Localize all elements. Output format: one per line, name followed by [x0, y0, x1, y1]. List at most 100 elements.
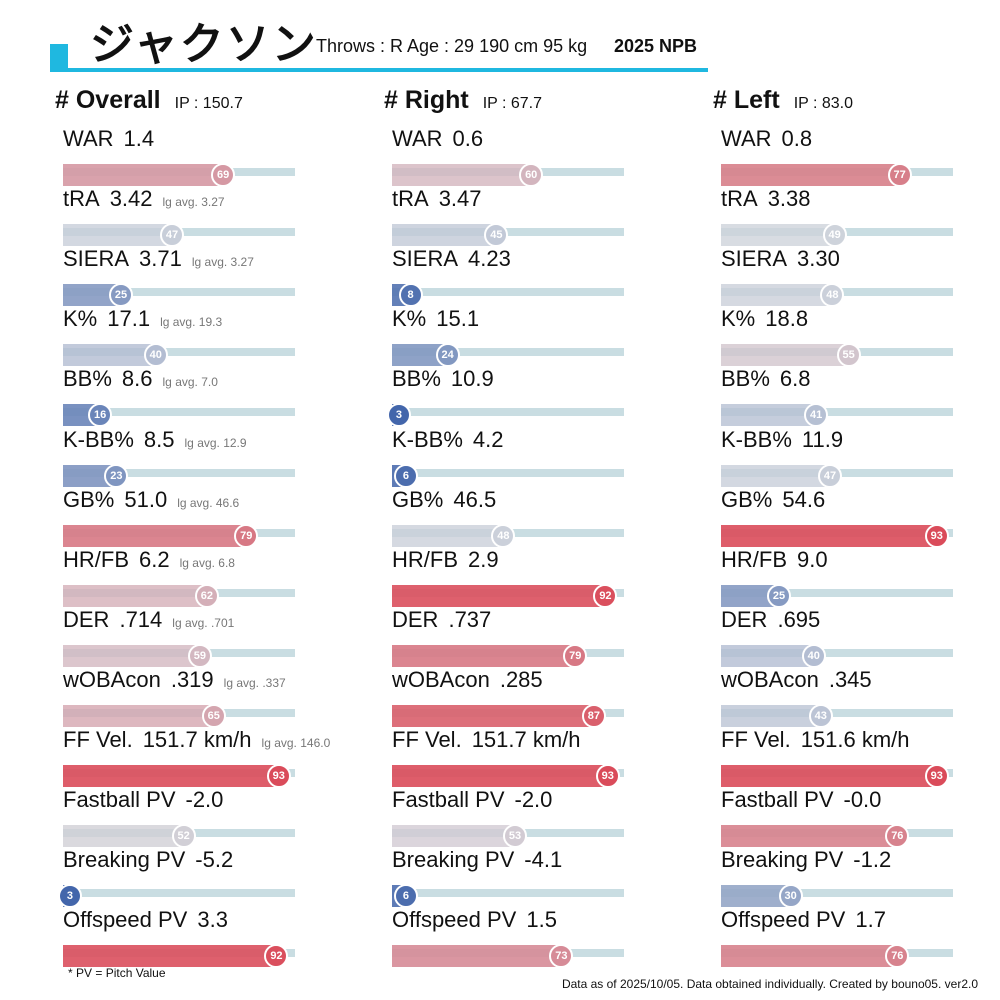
percentile-marker: 25 [109, 283, 133, 308]
percentile-marker: 47 [818, 463, 843, 488]
stat-label: tRA 3.38 [721, 186, 811, 212]
stat-name: DER [63, 606, 110, 632]
stat-name: K% [721, 306, 756, 332]
stat-name: BB% [721, 366, 770, 392]
percentile-marker: 79 [563, 643, 588, 668]
percentile-bar [392, 945, 562, 968]
percentile-bar [63, 464, 117, 487]
stat-value: 1.5 [526, 907, 557, 933]
percentile-track: 49 [721, 223, 953, 248]
stat-value: 1.7 [855, 907, 886, 933]
stat-label: Offspeed PV 1.5 [392, 907, 557, 933]
stat-row: K% 15.1 24 [392, 306, 682, 368]
percentile-track: 48 [392, 523, 624, 548]
stat-value: -1.2 [853, 847, 892, 873]
percentile-track: 25 [63, 283, 295, 308]
stat-row: WAR 0.6 60 [392, 126, 682, 187]
percentile-marker: 53 [502, 824, 527, 849]
stat-label: K-BB% 8.5 lg avg. 12.9 [63, 427, 247, 453]
stat-row: tRA 3.42 lg avg. 3.27 47 [63, 186, 353, 248]
stat-value: .345 [828, 666, 872, 692]
percentile-track: 79 [63, 523, 295, 548]
stat-row: HR/FB 9.0 25 [721, 546, 1000, 608]
percentile-bar [63, 945, 277, 968]
percentile-marker: 47 [160, 223, 185, 248]
league-average: lg avg. 6.8 [179, 555, 235, 570]
percentile-track: 73 [392, 944, 624, 969]
stat-name: Offspeed PV [721, 907, 846, 933]
percentile-bar [721, 765, 937, 787]
percentile-marker: 3 [57, 884, 82, 909]
percentile-track: 3 [57, 884, 295, 909]
stat-name: K-BB% [392, 426, 463, 452]
league-average: lg avg. 46.6 [177, 495, 240, 510]
stat-value: 151.7 km/h [471, 727, 581, 752]
stat-row: Breaking PV -5.2 3 [57, 847, 353, 909]
season-label: 2025 NPB [614, 36, 698, 56]
stat-name: HR/FB [392, 546, 458, 572]
percentile-marker: 24 [435, 343, 460, 368]
track-background [63, 288, 295, 297]
league-average: lg avg. 146.0 [261, 736, 331, 750]
stat-value: 10.9 [450, 366, 494, 392]
stat-column: # Overall IP : 150.7 WAR 1.4 69 tRA 3.42 lg avg… [55, 86, 355, 969]
percentile-bar [63, 284, 121, 307]
percentile-track: 76 [721, 944, 953, 969]
stat-row: tRA 3.38 49 [721, 186, 1000, 248]
stat-row: FF Vel. 151.6 km/h 93 [721, 727, 1000, 788]
percentile-bar [63, 765, 279, 787]
stat-label: tRA 3.47 [392, 186, 482, 212]
stat-value: 51.0 [124, 486, 168, 512]
stat-value: -5.2 [195, 847, 234, 873]
percentile-bar [721, 524, 937, 547]
track-background [392, 348, 624, 357]
player-name: ジャクソン [90, 20, 318, 69]
league-average: lg avg. 3.27 [191, 255, 254, 270]
stat-label: BB% 10.9 [392, 366, 494, 392]
percentile-track: 93 [721, 523, 953, 548]
stat-label: wOBAcon .285 [392, 667, 543, 693]
percentile-track: 3 [386, 403, 624, 428]
percentile-track: 92 [392, 583, 624, 608]
stat-row: Offspeed PV 1.5 73 [392, 907, 682, 969]
stat-name: Offspeed PV [63, 907, 188, 933]
stat-value: 6.8 [779, 366, 811, 392]
track-background [721, 889, 953, 898]
header-underline [50, 68, 708, 72]
percentile-marker: 92 [593, 583, 618, 608]
stat-row: WAR 0.8 77 [721, 126, 1000, 187]
innings-pitched: IP : 83.0 [793, 95, 853, 112]
percentile-bar [392, 164, 532, 186]
stat-name: wOBAcon [63, 666, 161, 692]
stat-value: 9.0 [797, 546, 828, 572]
track-background [392, 228, 624, 237]
stat-name: WAR [63, 126, 114, 151]
stat-column: # Right IP : 67.7 WAR 0.6 60 tRA 3.47 45 SIERA 4.… [384, 86, 684, 969]
percentile-bar [721, 404, 817, 427]
stat-row: BB% 6.8 41 [721, 366, 1000, 428]
percentile-track: 79 [392, 643, 624, 668]
stat-label: Breaking PV -4.1 [392, 847, 562, 873]
stat-name: BB% [63, 366, 112, 392]
percentile-bar [63, 825, 184, 848]
stat-row: BB% 8.6 lg avg. 7.0 16 [63, 366, 353, 428]
percentile-track: 93 [63, 764, 295, 788]
percentile-marker: 48 [820, 283, 845, 308]
stat-label: DER .714 lg avg. .701 [63, 607, 234, 633]
stat-name: WAR [392, 126, 443, 151]
percentile-marker: 6 [393, 884, 418, 909]
stat-name: Breaking PV [721, 847, 844, 873]
percentile-bar [392, 644, 576, 667]
stat-label: Fastball PV -0.0 [721, 787, 881, 813]
percentile-track: 55 [721, 343, 953, 368]
stat-label: Offspeed PV 1.7 [721, 907, 886, 933]
stat-value: .737 [448, 606, 492, 632]
stat-row: GB% 46.5 48 [392, 487, 682, 548]
percentile-track: 93 [392, 764, 624, 788]
percentile-track: 24 [392, 343, 624, 368]
stat-value: .285 [499, 666, 543, 692]
percentile-bar [721, 644, 814, 667]
stat-label: wOBAcon .345 [721, 667, 872, 693]
percentile-marker: 60 [519, 163, 544, 187]
percentile-bar [63, 704, 214, 727]
